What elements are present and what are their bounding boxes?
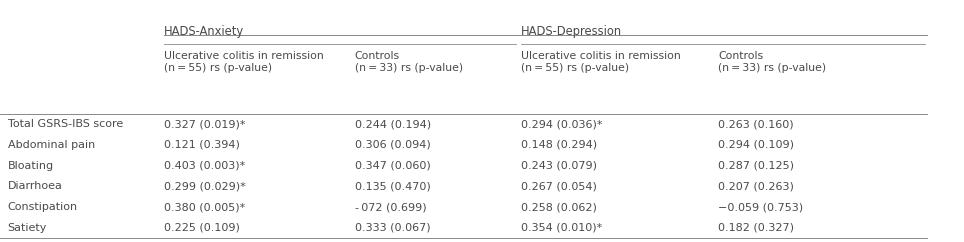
Text: 0.380 (0.005)*: 0.380 (0.005)* xyxy=(164,202,245,212)
Text: Constipation: Constipation xyxy=(8,202,78,212)
Text: 0.182 (0.327): 0.182 (0.327) xyxy=(718,223,794,233)
Text: 0.243 (0.079): 0.243 (0.079) xyxy=(521,161,597,171)
Text: Abdominal pain: Abdominal pain xyxy=(8,140,95,150)
Text: 0.333 (0.067): 0.333 (0.067) xyxy=(355,223,430,233)
Text: 0.121 (0.394): 0.121 (0.394) xyxy=(164,140,240,150)
Text: 0.354 (0.010)*: 0.354 (0.010)* xyxy=(521,223,602,233)
Text: 0.207 (0.263): 0.207 (0.263) xyxy=(718,182,794,191)
Text: 0.403 (0.003)*: 0.403 (0.003)* xyxy=(164,161,245,171)
Text: Ulcerative colitis in remission
(n = 55) rs (p-value): Ulcerative colitis in remission (n = 55)… xyxy=(164,51,324,73)
Text: 0.148 (0.294): 0.148 (0.294) xyxy=(521,140,597,150)
Text: 0.267 (0.054): 0.267 (0.054) xyxy=(521,182,597,191)
Text: 0.225 (0.109): 0.225 (0.109) xyxy=(164,223,240,233)
Text: 0.299 (0.029)*: 0.299 (0.029)* xyxy=(164,182,246,191)
Text: 0.135 (0.470): 0.135 (0.470) xyxy=(355,182,431,191)
Text: Bloating: Bloating xyxy=(8,161,54,171)
Text: 0.294 (0.109): 0.294 (0.109) xyxy=(718,140,794,150)
Text: 0.294 (0.036)*: 0.294 (0.036)* xyxy=(521,119,602,129)
Text: Satiety: Satiety xyxy=(8,223,47,233)
Text: 0.327 (0.019)*: 0.327 (0.019)* xyxy=(164,119,246,129)
Text: Controls
(n = 33) rs (p-value): Controls (n = 33) rs (p-value) xyxy=(718,51,826,73)
Text: −0.059 (0.753): −0.059 (0.753) xyxy=(718,202,803,212)
Text: Controls
(n = 33) rs (p-value): Controls (n = 33) rs (p-value) xyxy=(355,51,463,73)
Text: 0.287 (0.125): 0.287 (0.125) xyxy=(718,161,794,171)
Text: Diarrhoea: Diarrhoea xyxy=(8,182,63,191)
Text: Total GSRS-IBS score: Total GSRS-IBS score xyxy=(8,119,123,129)
Text: Ulcerative colitis in remission
(n = 55) rs (p-value): Ulcerative colitis in remission (n = 55)… xyxy=(521,51,681,73)
Text: 0.244 (0.194): 0.244 (0.194) xyxy=(355,119,431,129)
Text: HADS-Depression: HADS-Depression xyxy=(521,25,622,38)
Text: 0.306 (0.094): 0.306 (0.094) xyxy=(355,140,431,150)
Text: HADS-Anxiety: HADS-Anxiety xyxy=(164,25,244,38)
Text: - 072 (0.699): - 072 (0.699) xyxy=(355,202,426,212)
Text: 0.263 (0.160): 0.263 (0.160) xyxy=(718,119,793,129)
Text: 0.258 (0.062): 0.258 (0.062) xyxy=(521,202,597,212)
Text: 0.347 (0.060): 0.347 (0.060) xyxy=(355,161,431,171)
